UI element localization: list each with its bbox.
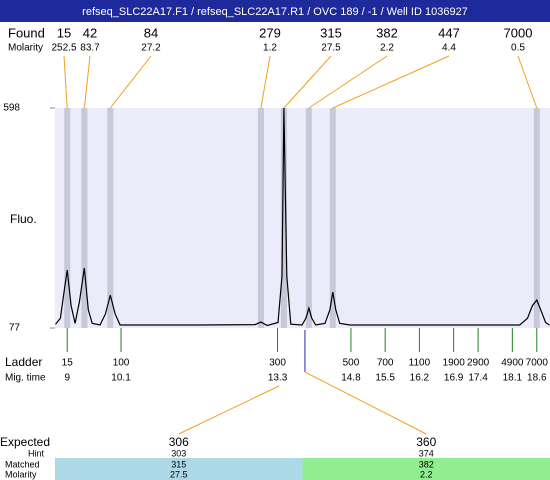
ladder-size: 700 [377,358,394,369]
ladder-time: 16.9 [444,373,464,384]
peak-band [257,108,264,328]
hint-size: 374 [419,448,434,458]
ladder-time: 15.5 [375,373,395,384]
ladder-label: Ladder [5,355,42,369]
matched-label: Matched [5,459,40,469]
molarity-label: Molarity [8,43,43,54]
matched-molarity: 27.5 [170,469,188,479]
ladder-time: 17.4 [468,373,488,384]
found-size: 15 [57,25,71,40]
hint-size: 303 [171,448,186,458]
ladder-size: 1900 [443,358,466,369]
peak-connector [260,55,271,109]
title: refseq_SLC22A17.F1 / refseq_SLC22A17.R1 … [82,6,468,18]
peak-band [329,108,336,328]
found-size: 7000 [504,25,533,40]
found-molarity: 83.7 [80,43,100,54]
ladder-time: 9 [64,373,70,384]
peak-band [64,108,71,328]
peak-band [107,108,114,328]
ladder-time: 13.3 [268,373,288,384]
peak-connector [332,55,450,109]
peak-band [280,108,287,328]
peak-band [81,108,88,328]
found-size: 42 [83,25,97,40]
matched-size: 382 [419,459,434,469]
ladder-size: 1100 [409,358,431,369]
found-molarity: 27.5 [321,43,341,54]
title-bar [0,0,550,22]
y-tick-label: 77 [9,323,21,334]
matched-box [55,458,303,480]
found-molarity: 252.5 [51,43,76,54]
found-molarity: 1.2 [263,43,277,54]
trace [55,107,550,327]
found-size: 382 [376,25,398,40]
peak-connector [63,55,68,109]
found-size: 447 [438,25,460,40]
expected-label: Expected [0,435,50,449]
found-molarity: 27.2 [141,43,161,54]
ladder-time: 16.2 [410,373,430,384]
ladder-time: 14.8 [341,373,361,384]
ladder-size: 500 [343,358,360,369]
found-size: 315 [320,25,342,40]
found-label: Found [8,25,45,40]
expected-size: 306 [169,435,189,449]
matched-size: 315 [171,459,186,469]
y-axis-label: Fluo. [10,212,37,226]
found-molarity: 2.2 [380,43,394,54]
found-molarity: 0.5 [511,43,525,54]
peak-connector [308,55,388,109]
matched-box [302,458,550,480]
matched-molarity: 2.2 [420,469,433,479]
peak-connector [517,55,538,109]
ladder-size: 7000 [526,358,549,369]
ladder-time: 18.1 [503,373,523,384]
expected-connector [178,385,280,435]
ladder-size: 100 [113,358,130,369]
plot-area [55,108,550,328]
hint-label: Hint [28,448,45,458]
ladder-size: 4900 [501,358,524,369]
y-tick-label: 598 [3,103,20,114]
molarity-row-label: Molarity [5,469,37,479]
peak-connector [83,55,91,109]
peak-connector [283,55,332,109]
found-size: 84 [144,25,158,40]
found-molarity: 4.4 [442,43,456,54]
found-size: 279 [259,25,281,40]
peak-connector [109,55,152,109]
peak-band [305,108,312,328]
peak-band [533,108,540,328]
ladder-time: 18.6 [527,373,547,384]
expected-size: 360 [416,435,436,449]
ladder-size: 300 [269,358,286,369]
ladder-size: 15 [62,358,74,369]
expected-connector [304,371,427,435]
ladder-time: 10.1 [111,373,131,384]
mig-time-label: Mig. time [5,373,46,384]
ladder-size: 2900 [467,358,490,369]
